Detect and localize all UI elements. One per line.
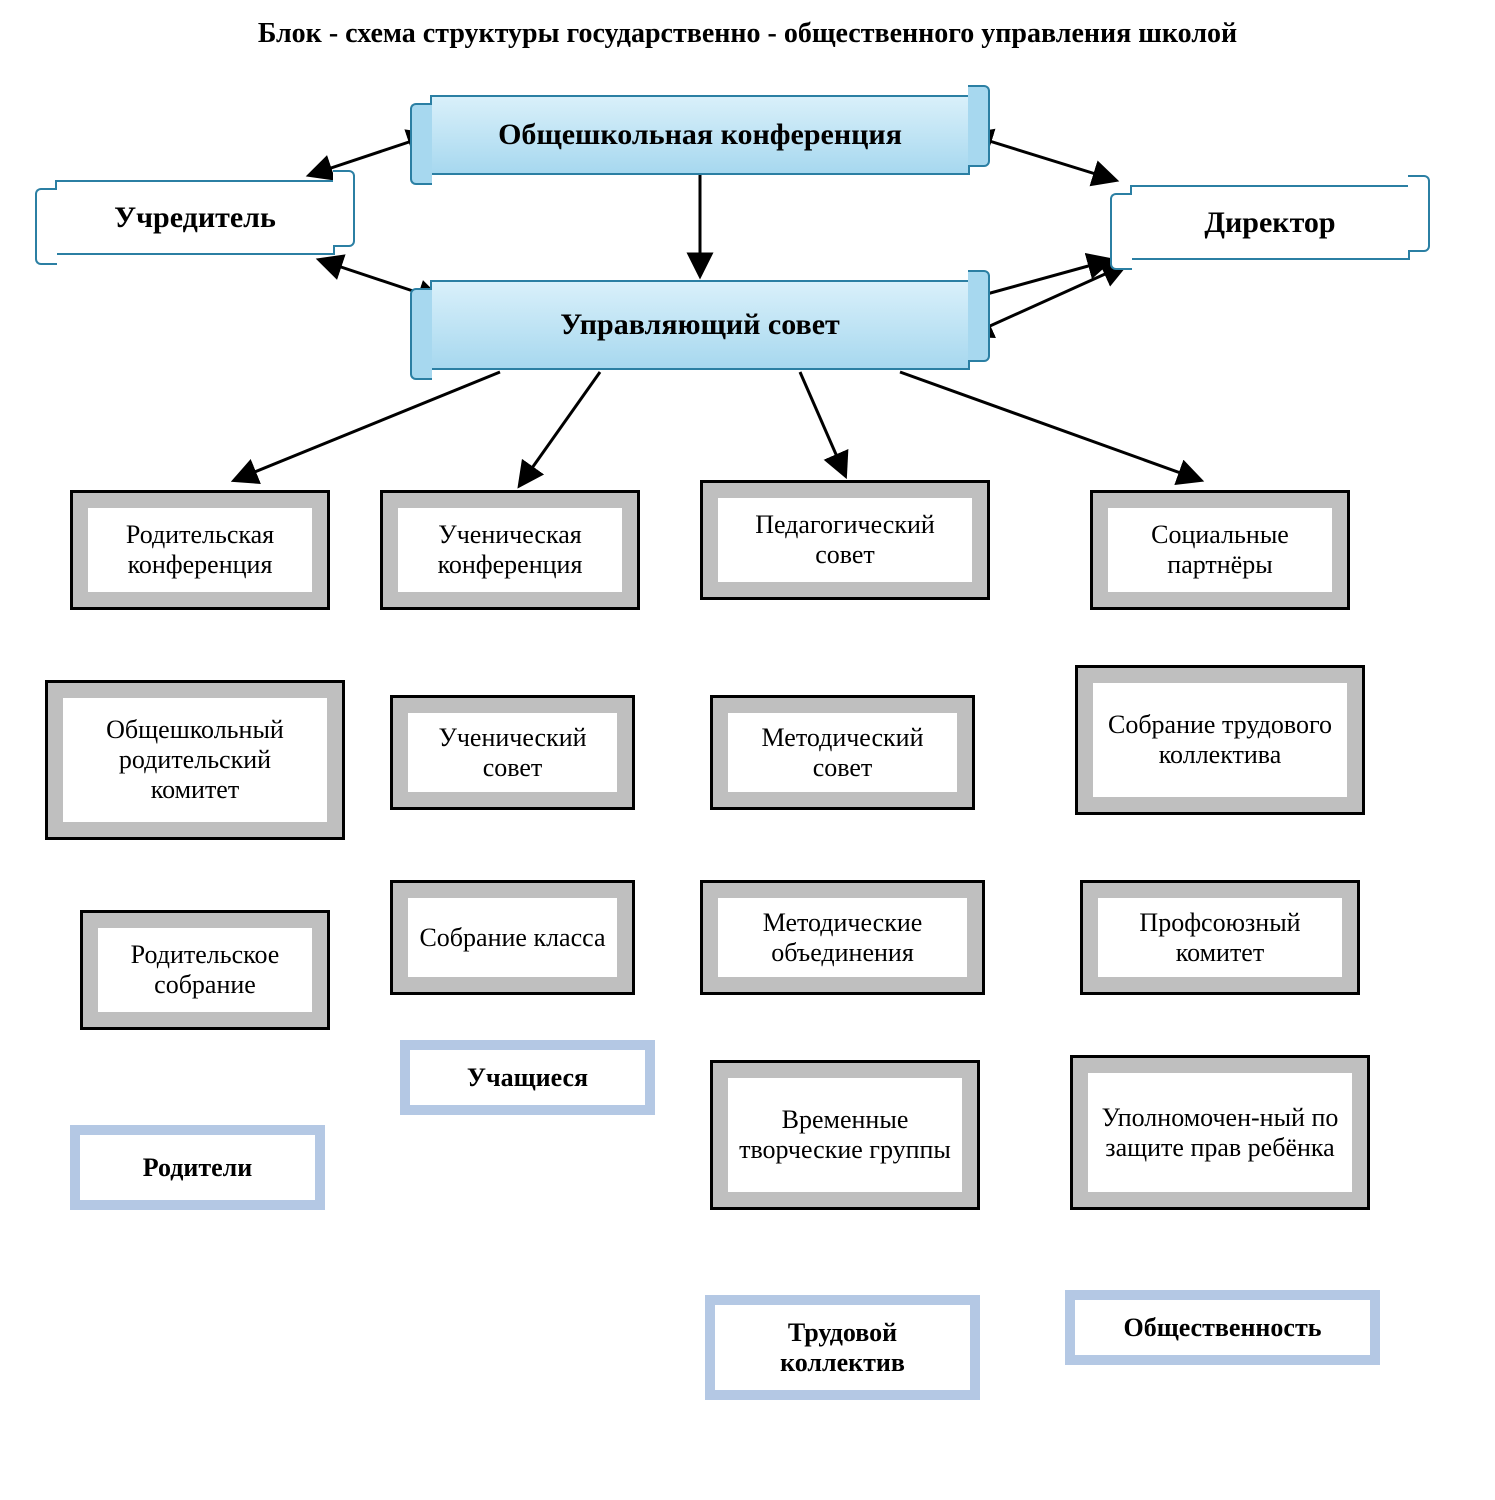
group-node-g1: Учащиеся bbox=[400, 1040, 655, 1115]
bevel-node-b10: Собрание класса bbox=[390, 880, 635, 995]
bevel-label: Профсоюзный комитет bbox=[1105, 906, 1335, 970]
scroll-label: Общешкольная конференция bbox=[498, 118, 902, 152]
group-node-g2: Родители bbox=[70, 1125, 325, 1210]
bevel-label: Собрание класса bbox=[415, 921, 609, 955]
bevel-node-b6: Ученический совет bbox=[390, 695, 635, 810]
bevel-node-b1: Родительская конференция bbox=[70, 490, 330, 610]
group-node-g4: Общественность bbox=[1065, 1290, 1380, 1365]
scroll-node-director: Директор bbox=[1130, 185, 1410, 260]
bevel-label: Уполномочен-ный по защите прав ребёнка bbox=[1095, 1101, 1345, 1165]
edge bbox=[900, 372, 1200, 480]
bevel-node-b4: Социальные партнёры bbox=[1090, 490, 1350, 610]
edge bbox=[970, 265, 1125, 335]
bevel-node-b9: Родительское собрание bbox=[80, 910, 330, 1030]
diagram-canvas: Блок - схема структуры государственно - … bbox=[0, 0, 1495, 1500]
scroll-label: Управляющий совет bbox=[560, 308, 840, 342]
bevel-node-b11: Методические объединения bbox=[700, 880, 985, 995]
bevel-label: Ученическая конференция bbox=[405, 518, 615, 582]
group-label: Общественность bbox=[1124, 1313, 1322, 1343]
scroll-node-conference: Общешкольная конференция bbox=[430, 95, 970, 175]
bevel-label: Родительское собрание bbox=[105, 938, 305, 1002]
scroll-label: Учредитель bbox=[114, 201, 276, 235]
bevel-node-b7: Методический совет bbox=[710, 695, 975, 810]
bevel-node-b12: Профсоюзный комитет bbox=[1080, 880, 1360, 995]
bevel-node-b5: Общешкольный родительский комитет bbox=[45, 680, 345, 840]
bevel-label: Родительская конференция bbox=[95, 518, 305, 582]
bevel-label: Собрание трудового коллектива bbox=[1100, 708, 1340, 772]
edge bbox=[520, 372, 600, 485]
diagram-title: Блок - схема структуры государственно - … bbox=[0, 18, 1495, 50]
bevel-label: Социальные партнёры bbox=[1115, 518, 1325, 582]
bevel-node-b2: Ученическая конференция bbox=[380, 490, 640, 610]
scroll-label: Директор bbox=[1204, 206, 1335, 240]
edge bbox=[800, 372, 845, 475]
group-node-g3: Трудовой коллектив bbox=[705, 1295, 980, 1400]
scroll-node-council: Управляющий совет bbox=[430, 280, 970, 370]
group-label: Учащиеся bbox=[467, 1063, 588, 1093]
bevel-label: Методические объединения bbox=[725, 906, 960, 970]
edge bbox=[235, 372, 500, 480]
edge bbox=[970, 135, 1115, 180]
group-label: Трудовой коллектив bbox=[723, 1318, 962, 1378]
bevel-node-b3: Педагогический совет bbox=[700, 480, 990, 600]
scroll-node-founder: Учредитель bbox=[55, 180, 335, 255]
bevel-label: Общешкольный родительский комитет bbox=[70, 713, 320, 807]
bevel-node-b14: Уполномочен-ный по защите прав ребёнка bbox=[1070, 1055, 1370, 1210]
group-label: Родители bbox=[143, 1153, 253, 1183]
bevel-node-b8: Собрание трудового коллектива bbox=[1075, 665, 1365, 815]
bevel-label: Временные творческие группы bbox=[735, 1103, 955, 1167]
bevel-node-b13: Временные творческие группы bbox=[710, 1060, 980, 1210]
bevel-label: Ученический совет bbox=[415, 721, 610, 785]
bevel-label: Методический совет bbox=[735, 721, 950, 785]
bevel-label: Педагогический совет bbox=[725, 508, 965, 572]
